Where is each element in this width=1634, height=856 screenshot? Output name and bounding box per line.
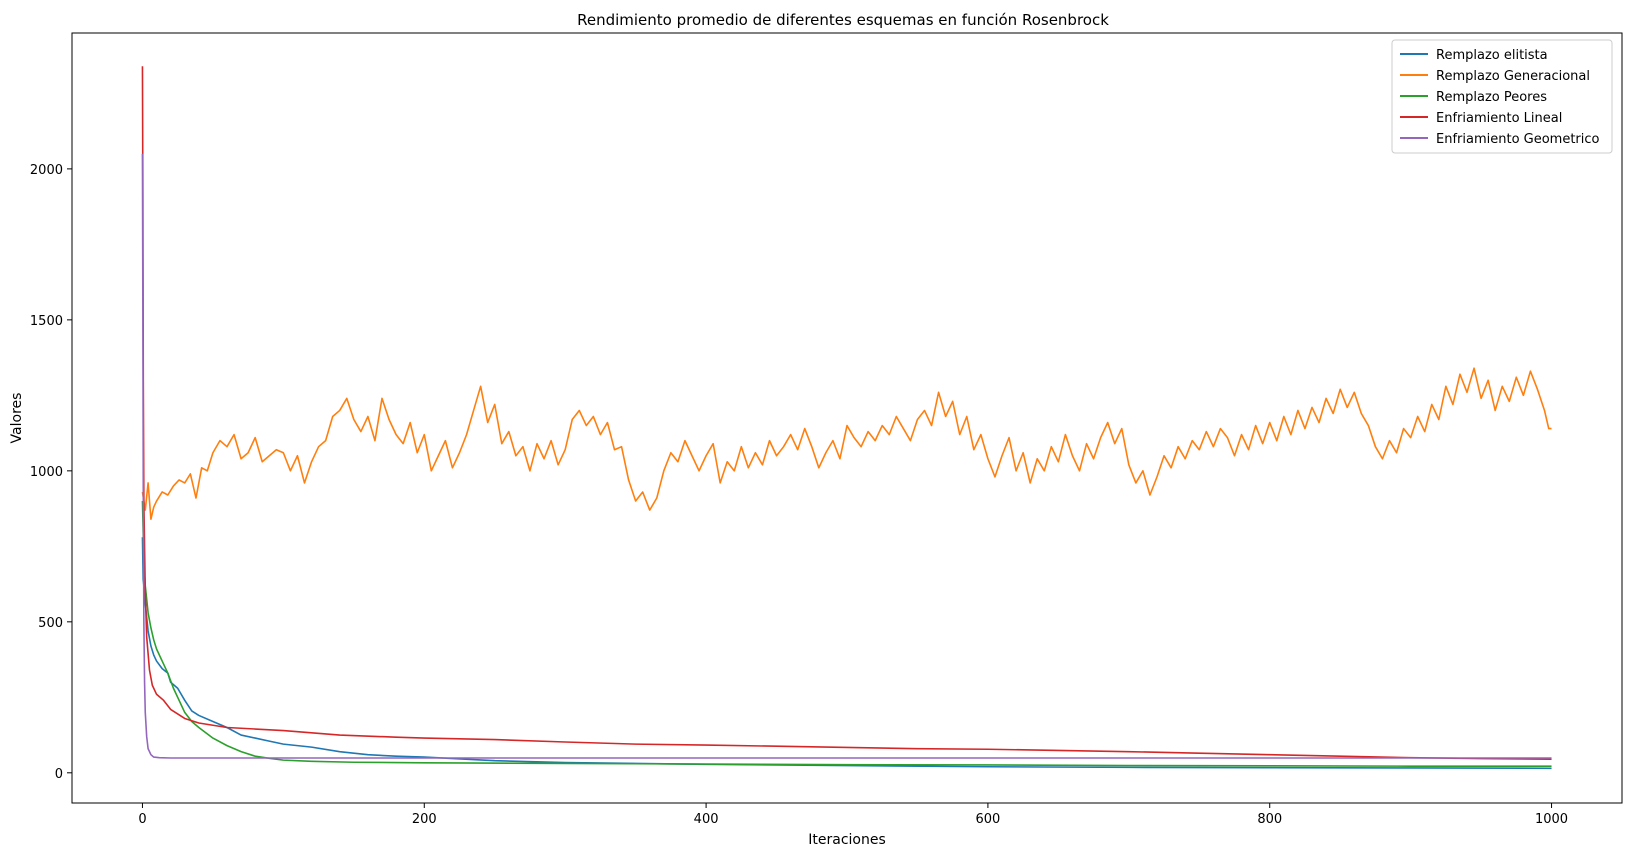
- y-tick-label: 0: [55, 767, 63, 782]
- series-line-2: [141, 501, 1552, 767]
- y-axis: 0 500 1000 1500 2000: [30, 163, 72, 782]
- chart-title: Rendimiento promedio de diferentes esque…: [577, 11, 1109, 29]
- legend-label-1: Remplazo Generacional: [1436, 69, 1590, 84]
- x-tick-label: 800: [1257, 812, 1282, 827]
- legend-label-4: Enfriamiento Geometrico: [1436, 132, 1600, 147]
- legend-box: [1391, 39, 1613, 154]
- x-axis: 0 200 400 600 800 1000: [138, 803, 1568, 827]
- x-tick-label: 600: [975, 812, 1000, 827]
- legend-label-3: Enfriamiento Lineal: [1436, 111, 1562, 126]
- plot-frame: [71, 32, 1623, 804]
- series-line-4: [141, 153, 1552, 759]
- legend-label-2: Remplazo Peores: [1436, 90, 1547, 105]
- y-tick-label: 2000: [30, 163, 63, 178]
- series-line-1: [141, 367, 1552, 520]
- legend: Remplazo elitista Remplazo Generacional Re…: [1391, 39, 1613, 154]
- x-tick-label: 1000: [1535, 812, 1568, 827]
- x-axis-label: Iteraciones: [808, 832, 886, 848]
- y-tick-label: 1500: [30, 314, 63, 329]
- y-tick-label: 500: [38, 616, 63, 631]
- x-tick-label: 400: [694, 812, 719, 827]
- x-tick-label: 0: [138, 812, 146, 827]
- series-line-3: [141, 66, 1552, 761]
- legend-label-0: Remplazo elitista: [1436, 48, 1548, 63]
- y-axis-label: Valores: [9, 393, 25, 444]
- y-tick-label: 1000: [30, 465, 63, 480]
- x-tick-label: 200: [412, 812, 437, 827]
- series-layer: [141, 66, 1552, 770]
